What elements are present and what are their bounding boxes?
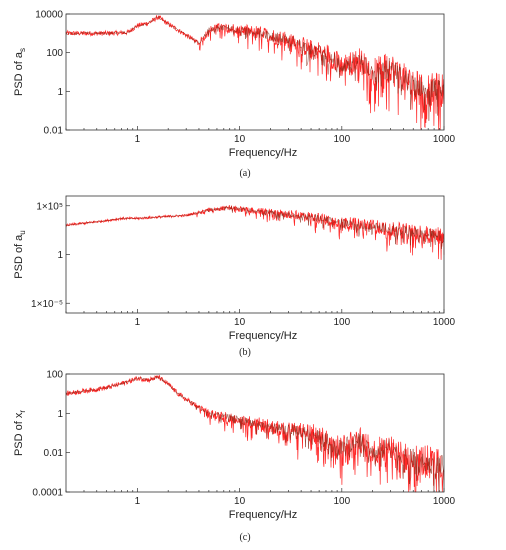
y-tick-label: 1×10⁵ xyxy=(36,201,63,212)
y-axis-label-text: PSD of x xyxy=(13,412,25,456)
series-line-2 xyxy=(65,15,445,121)
y-tick-label: 0.01 xyxy=(44,126,64,137)
y-tick-label: 0.01 xyxy=(44,448,64,459)
series-line-2 xyxy=(65,375,445,493)
y-tick-label: 10000 xyxy=(35,10,63,21)
y-tick-label: 100 xyxy=(46,48,63,59)
y-axis-label-subscript: u xyxy=(18,230,27,234)
y-tick-label: 1×10⁻⁵ xyxy=(31,299,63,310)
panel-caption: (c) xyxy=(239,532,250,543)
x-tick-label: 100 xyxy=(333,317,350,328)
y-axis-label: PSD of as xyxy=(13,48,27,96)
series-line-1 xyxy=(65,14,445,131)
y-axis-label-subscript: s xyxy=(18,48,27,52)
y-axis-label-text: PSD of a xyxy=(13,51,25,96)
y-tick-label: 1 xyxy=(57,250,63,261)
x-tick-label: 1000 xyxy=(433,496,456,507)
y-tick-label: 0.0001 xyxy=(32,488,63,499)
plot-frame xyxy=(65,373,445,493)
series-line-2 xyxy=(65,205,445,249)
y-axis-label-subscript: r xyxy=(18,410,27,413)
chart-panel-a: 1 10 100 1000 0.01 1 100 10000 Frequency/Hz PSD o… xyxy=(13,10,456,180)
y-axis-label: PSD of au xyxy=(13,230,27,278)
y-tick-label: 100 xyxy=(46,370,63,381)
x-axis-label: Frequency/Hz xyxy=(229,147,297,159)
chart-panel-c: 1 10 100 1000 0.0001 0.01 1 100 Frequency/Hz PSD … xyxy=(13,370,456,544)
x-axis-label: Frequency/Hz xyxy=(229,330,297,342)
series-line-1 xyxy=(65,374,445,493)
x-tick-label: 100 xyxy=(333,134,350,145)
plot-frame xyxy=(65,195,445,314)
panel-caption: (b) xyxy=(239,347,251,358)
y-tick-label: 1 xyxy=(57,409,63,420)
x-tick-label: 1 xyxy=(135,317,141,328)
x-tick-label: 10 xyxy=(234,496,246,507)
x-tick-label: 1 xyxy=(135,134,141,145)
x-tick-label: 1000 xyxy=(433,134,456,145)
y-tick-label: 1 xyxy=(57,87,63,98)
x-tick-label: 1000 xyxy=(433,317,456,328)
x-axis-label: Frequency/Hz xyxy=(229,509,297,521)
panel-caption: (a) xyxy=(239,168,250,179)
x-tick-label: 10 xyxy=(234,317,246,328)
x-tick-label: 1 xyxy=(135,496,141,507)
x-tick-label: 10 xyxy=(234,134,246,145)
plot-frame xyxy=(65,13,445,131)
y-axis-label-text: PSD of a xyxy=(13,234,25,279)
chart-panel-b: 1 10 100 1000 1×10⁻⁵ 1 1×10⁵ Frequency/Hz PSD of… xyxy=(13,195,456,358)
x-tick-label: 100 xyxy=(333,496,350,507)
y-axis-label: PSD of xr xyxy=(13,410,27,456)
